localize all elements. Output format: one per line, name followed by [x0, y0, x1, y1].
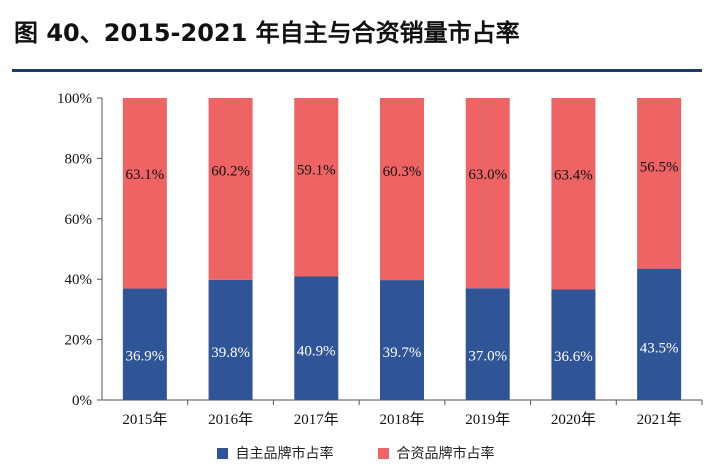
data-label-domestic: 39.8% [211, 345, 250, 361]
bar-segment-domestic [208, 279, 253, 400]
x-tick-label: 2017年 [294, 411, 339, 428]
x-tick-label: 2019年 [465, 411, 510, 428]
x-tick-label: 2016年 [208, 411, 253, 428]
legend-label-joint: 合资品牌市占率 [396, 446, 495, 462]
bar-segment-domestic [637, 268, 682, 400]
bar-segment-domestic [122, 288, 167, 400]
data-label-domestic: 36.9% [125, 348, 164, 364]
data-label-domestic: 37.0% [468, 348, 507, 364]
bar-segment-domestic [380, 280, 424, 400]
bar-segment-joint [208, 98, 253, 280]
legend-item-domestic: 自主品牌市占率 [216, 443, 334, 463]
y-tick-label: 20% [65, 333, 93, 349]
y-tick-label: 0% [72, 393, 92, 409]
data-label-joint: 60.2% [211, 164, 250, 180]
chart-title: 图 40、2015-2021 年自主与合资销量市占率 [14, 19, 520, 47]
bar-segment-joint [551, 98, 596, 290]
data-label-domestic: 43.5% [640, 340, 679, 356]
bar-segment-joint [637, 98, 682, 269]
legend-item-joint: 合资品牌市占率 [377, 443, 495, 463]
data-label-domestic: 36.6% [554, 349, 593, 365]
y-tick-label: 100% [57, 91, 92, 107]
data-label-joint: 59.1% [297, 162, 336, 178]
bar-segment-domestic [294, 276, 339, 400]
data-label-joint: 60.3% [383, 164, 422, 180]
x-tick-label: 2015年 [122, 411, 167, 428]
y-tick-label: 60% [65, 212, 93, 228]
legend-swatch-joint [377, 447, 389, 459]
data-label-joint: 63.1% [125, 167, 164, 183]
bar-segment-joint [122, 98, 167, 289]
y-tick-label: 80% [65, 151, 93, 167]
data-label-joint: 63.4% [554, 168, 593, 184]
legend-swatch-domestic [216, 447, 228, 459]
data-label-joint: 63.0% [468, 167, 507, 183]
x-tick-label: 2021年 [637, 411, 682, 428]
data-label-domestic: 39.7% [383, 345, 422, 361]
x-tick-label: 2018年 [379, 411, 424, 428]
bar-segment-domestic [551, 289, 596, 400]
bar-segment-joint [380, 98, 424, 281]
bar-segment-joint [465, 98, 510, 289]
bar-segment-joint [294, 98, 339, 277]
data-label-domestic: 40.9% [297, 344, 336, 360]
stacked-bar-chart: 0% 20% 40% 60% 80% 100% 36.9% 63.1% 2015年 39.8% 60… [57, 91, 703, 428]
y-tick-label: 40% [65, 272, 93, 288]
legend-label-domestic: 自主品牌市占率 [235, 446, 334, 462]
data-label-joint: 56.5% [640, 159, 679, 175]
legend: 自主品牌市占率 合资品牌市占率 [0, 438, 711, 468]
bar-segment-domestic [465, 288, 510, 400]
title-divider [12, 69, 702, 72]
x-tick-label: 2020年 [551, 411, 596, 428]
